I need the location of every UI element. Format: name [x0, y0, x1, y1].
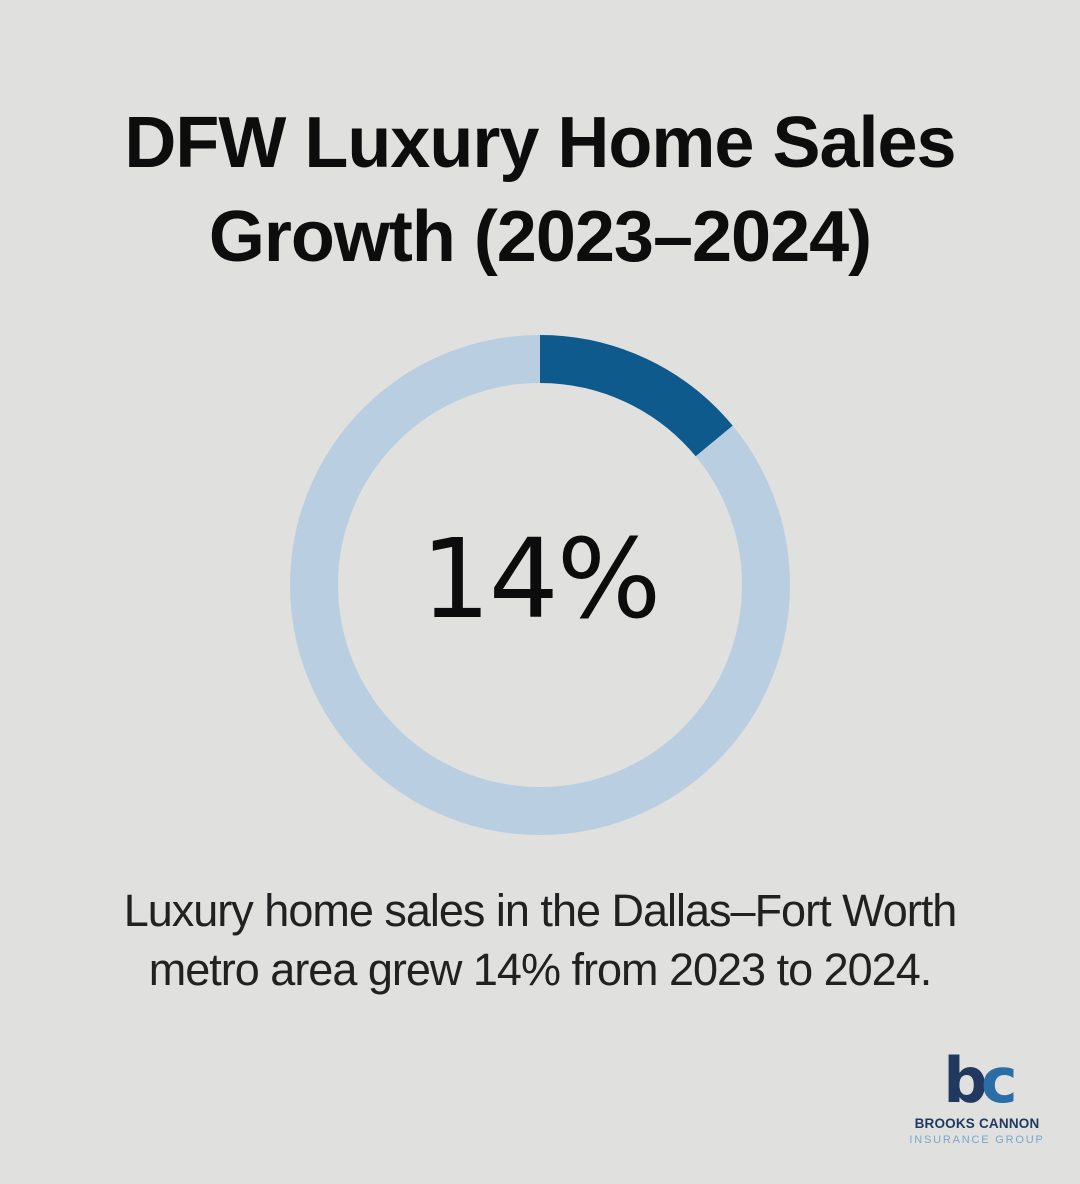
chart-caption: Luxury home sales in the Dallas–Fort Wor… — [0, 881, 1080, 999]
page-title: DFW Luxury Home Sales Growth (2023–2024) — [0, 96, 1080, 284]
page-title-line1: DFW Luxury Home Sales — [124, 103, 956, 183]
logo-letter-b: b — [943, 1044, 987, 1117]
donut-ring-segment — [290, 335, 790, 835]
logo-bc-monogram: bc — [897, 1048, 1057, 1114]
logo-tagline: INSURANCE GROUP — [909, 1133, 1045, 1146]
brooks-cannon-logo: bc BROOKS CANNON INSURANCE GROUP — [897, 1048, 1057, 1146]
page-title-line2: Growth (2023–2024) — [208, 197, 872, 277]
donut-chart-svg — [290, 335, 790, 835]
chart-caption-line2: metro area grew 14% from 2023 to 2024. — [148, 944, 932, 995]
logo-letter-c: c — [980, 1044, 1018, 1117]
donut-chart: 14% — [290, 335, 790, 835]
chart-caption-line1: Luxury home sales in the Dallas–Fort Wor… — [123, 885, 958, 936]
logo-company-name: BROOKS CANNON — [914, 1116, 1040, 1131]
donut-center-value: 14% — [420, 515, 662, 643]
